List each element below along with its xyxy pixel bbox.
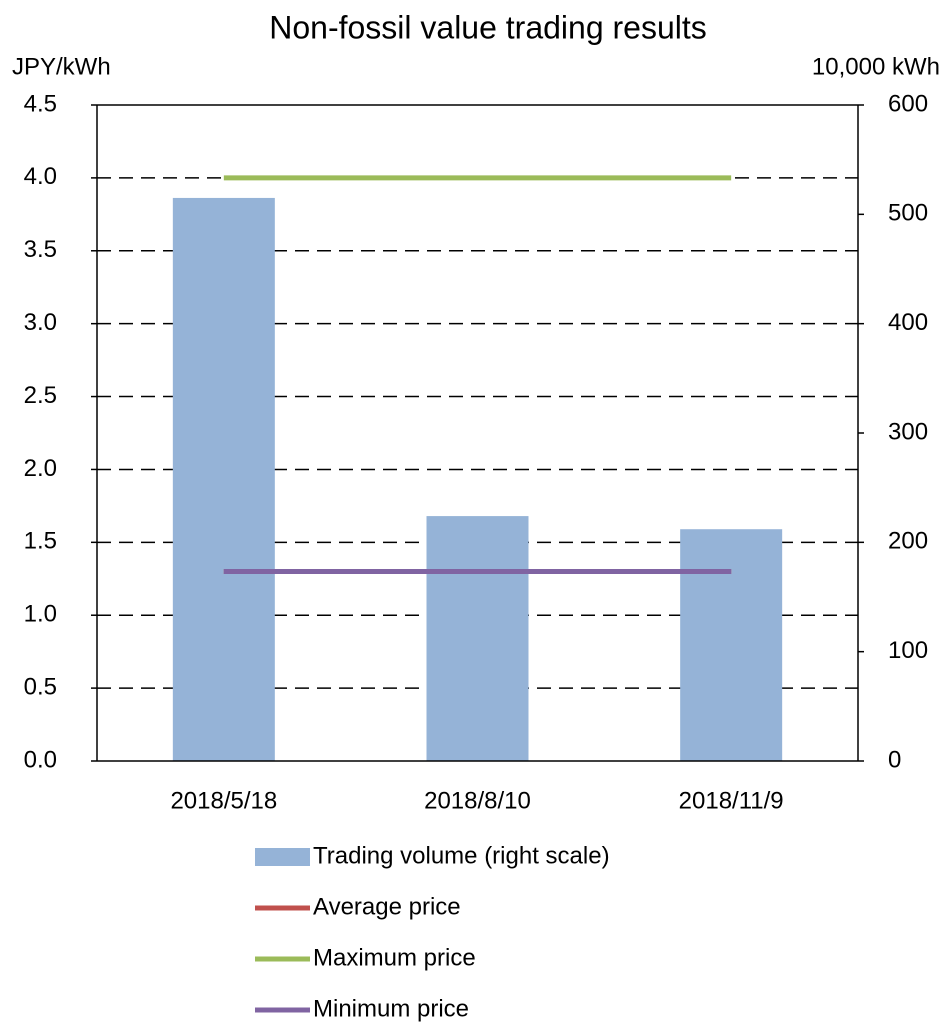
legend-swatch — [255, 848, 310, 866]
y-tick-label: 0.0 — [24, 746, 57, 773]
y-axis-label: JPY/kWh — [12, 53, 111, 80]
x-tick-label: 2018/5/18 — [170, 787, 277, 814]
x-tick-label: 2018/8/10 — [424, 787, 531, 814]
y-tick-label: 1.0 — [24, 601, 57, 628]
y-tick-label: 2.0 — [24, 455, 57, 482]
legend-label: Minimum price — [313, 995, 469, 1022]
y2-tick-label: 500 — [888, 200, 928, 227]
plot-frame — [96, 104, 859, 761]
bar — [426, 516, 529, 761]
y-tick-label: 2.5 — [24, 382, 57, 409]
y-tick-label: 4.0 — [24, 163, 57, 190]
chart-title: Non-fossil value trading results — [269, 9, 707, 45]
bar — [680, 529, 783, 761]
y-tick-label: 3.0 — [24, 309, 57, 336]
y2-axis-label: 10,000 kWh — [812, 53, 940, 80]
legend-label: Trading volume (right scale) — [313, 842, 610, 869]
y2-tick-label: 600 — [888, 90, 928, 117]
y-tick-label: 3.5 — [24, 236, 57, 263]
y-tick-label: 1.5 — [24, 528, 57, 555]
y2-tick-label: 100 — [888, 637, 928, 664]
y2-tick-label: 300 — [888, 418, 928, 445]
x-tick-label: 2018/11/9 — [679, 787, 784, 814]
legend-label: Maximum price — [313, 944, 476, 971]
y-tick-label: 4.5 — [24, 90, 57, 117]
y2-tick-label: 0 — [888, 746, 901, 773]
y2-tick-label: 200 — [888, 528, 928, 555]
legend-label: Average price — [313, 893, 461, 920]
y-tick-label: 0.5 — [24, 673, 57, 700]
y2-tick-label: 400 — [888, 309, 928, 336]
bar — [172, 197, 275, 761]
